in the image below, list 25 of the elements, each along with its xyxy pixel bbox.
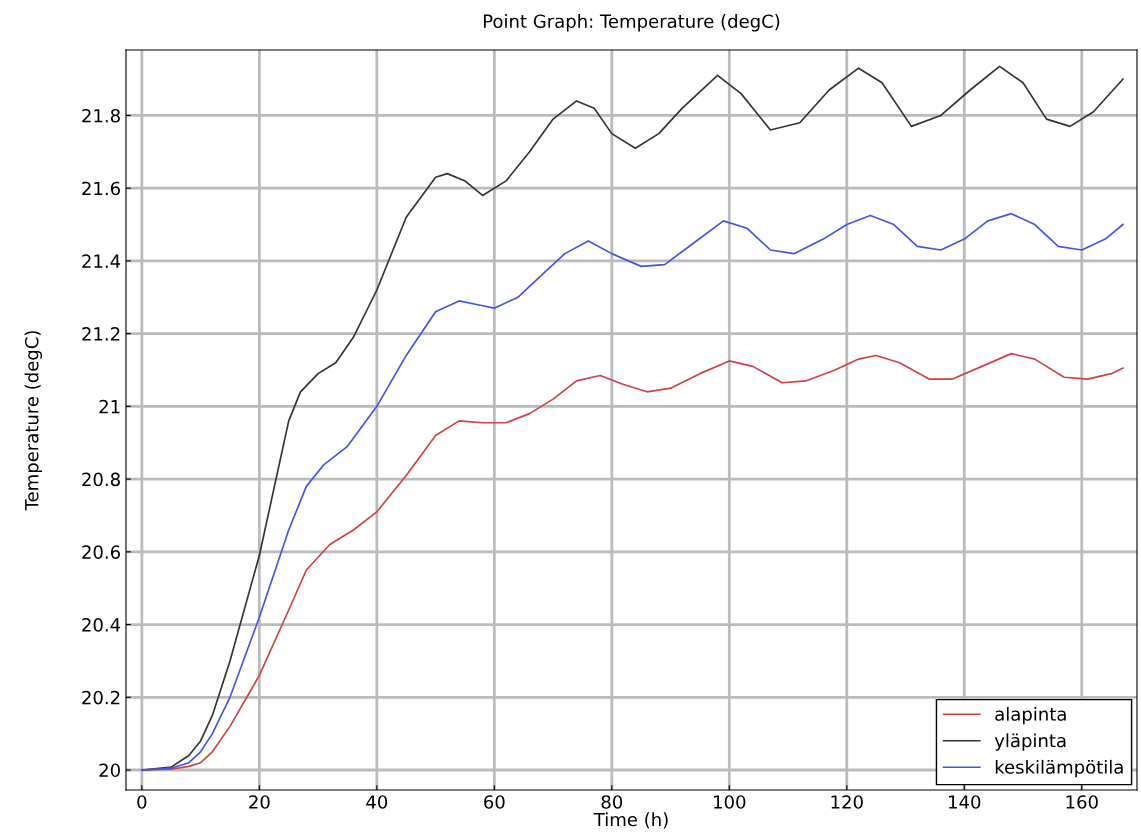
legend-label: alapinta (995, 706, 1066, 725)
x-tick-label: 20 (249, 795, 270, 809)
x-tick-label: 160 (1066, 795, 1098, 809)
y-tick-label: 21 (99, 399, 120, 414)
x-tick-label: 140 (949, 795, 981, 809)
y-axis-title: Temperature (degC) (24, 331, 43, 511)
legend-label: keskilämpötila (995, 759, 1123, 778)
legend-label: yläpinta (994, 733, 1066, 751)
y-tick-label: 20 (99, 763, 120, 778)
x-tick-label: 40 (366, 795, 388, 809)
y-tick-label: 21.6 (82, 181, 120, 196)
x-tick-label: 80 (601, 795, 623, 809)
y-tick-label: 20.6 (82, 545, 120, 559)
x-tick-label: 100 (714, 795, 746, 809)
x-tick-label: 60 (484, 795, 505, 809)
x-tick-label: 120 (831, 795, 863, 809)
y-tick-label: 20.8 (82, 472, 120, 487)
y-tick-label: 21.8 (82, 108, 120, 123)
x-tick-label: 0 (137, 795, 147, 809)
y-tick-label: 20.4 (82, 618, 121, 632)
x-axis-title: Time (h) (593, 812, 668, 829)
y-tick-label: 20.2 (82, 690, 120, 705)
chart-title: Point Graph: Temperature (degC) (483, 14, 780, 32)
y-tick-label: 21.2 (82, 327, 120, 341)
y-tick-label: 21.4 (82, 254, 121, 268)
